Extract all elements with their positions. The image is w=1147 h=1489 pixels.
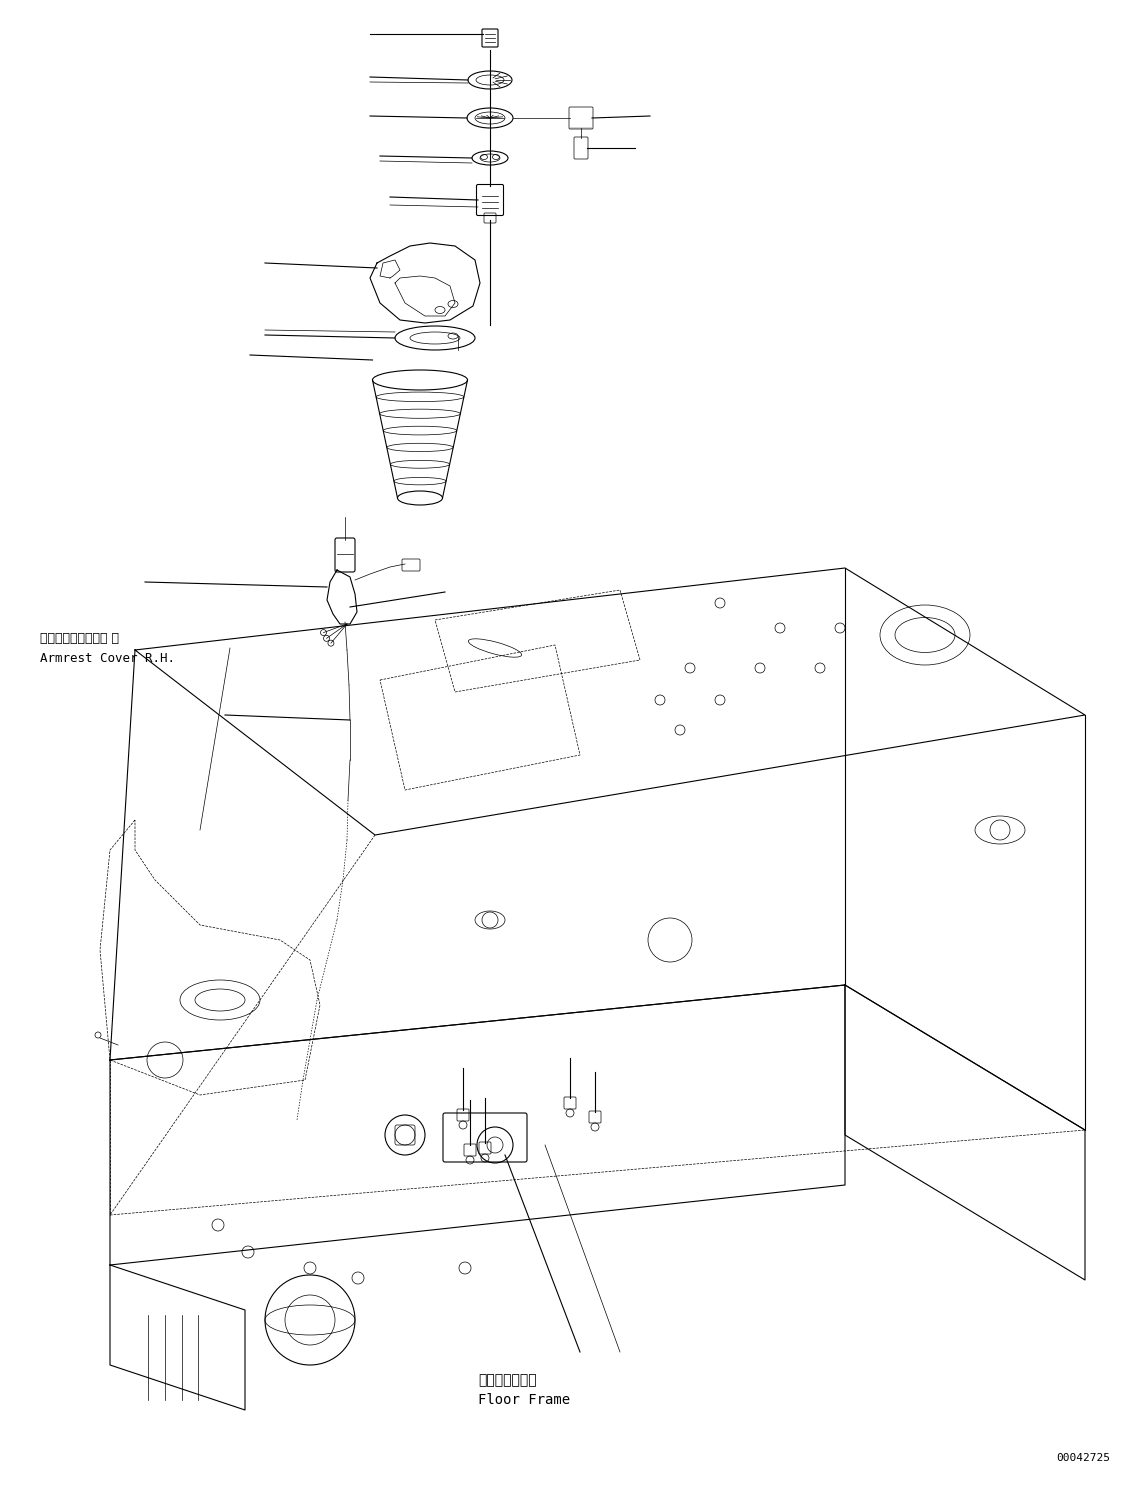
Text: Floor Frame: Floor Frame: [478, 1394, 570, 1407]
Text: フロアフレーム: フロアフレーム: [478, 1373, 537, 1386]
Text: 00042725: 00042725: [1056, 1453, 1110, 1464]
Text: Armrest Cover R.H.: Armrest Cover R.H.: [40, 652, 175, 664]
Text: アームレストカバー 右: アームレストカバー 右: [40, 631, 119, 645]
